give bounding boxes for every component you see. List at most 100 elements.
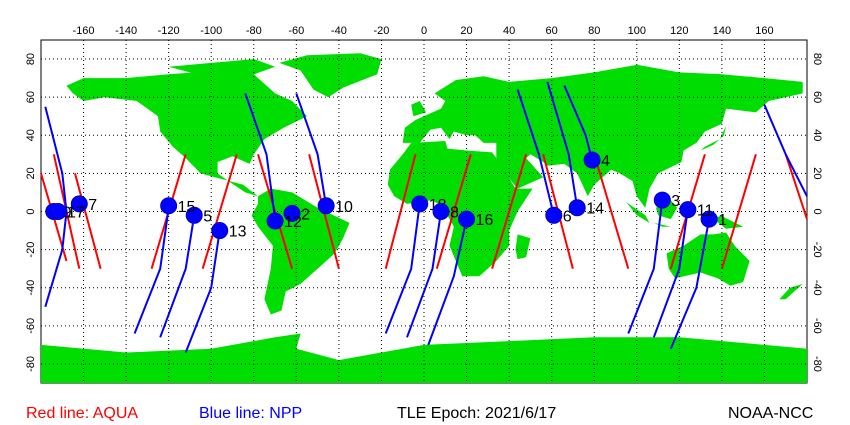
pass-marker bbox=[411, 195, 429, 213]
lat-tick-label-right: -40 bbox=[811, 280, 823, 296]
lon-tick-label-top: -120 bbox=[158, 25, 180, 37]
land-new-zealand bbox=[779, 283, 803, 300]
land-africa bbox=[387, 141, 533, 277]
pass-marker bbox=[568, 199, 586, 217]
pass-marker bbox=[185, 206, 203, 224]
lat-tick-label-left: 40 bbox=[25, 129, 37, 141]
pass-marker bbox=[653, 191, 671, 209]
land-uk bbox=[411, 101, 427, 117]
ground-track-aqua bbox=[201, 154, 238, 269]
lon-tick-label-top: 20 bbox=[460, 25, 472, 37]
pass-marker bbox=[432, 203, 450, 220]
ground-track-aqua bbox=[491, 154, 528, 269]
lon-tick-label-top: 60 bbox=[546, 25, 558, 37]
pass-marker bbox=[160, 197, 178, 215]
pass-label: 16 bbox=[476, 212, 494, 229]
pass-marker bbox=[49, 203, 67, 220]
ground-track-npp bbox=[516, 89, 555, 216]
ground-track-npp bbox=[669, 218, 711, 350]
ground-track-aqua bbox=[720, 154, 757, 269]
lon-tick-label-top: 0 bbox=[421, 25, 427, 37]
pass-marker bbox=[266, 212, 284, 230]
pass-label: 9 bbox=[63, 205, 72, 222]
ground-track-npp bbox=[133, 207, 170, 334]
pass-marker bbox=[283, 204, 301, 222]
lon-tick-label-top: 100 bbox=[628, 25, 646, 37]
lat-tick-label-left: 0 bbox=[25, 208, 37, 214]
lon-tick-label-top: -160 bbox=[73, 25, 95, 37]
ground-track-aqua bbox=[384, 154, 417, 269]
lon-tick-label-top: -20 bbox=[373, 25, 389, 37]
lat-tick-label-right: 80 bbox=[811, 53, 823, 65]
ground-track-npp bbox=[159, 215, 196, 338]
pass-marker bbox=[700, 210, 718, 228]
pass-label: 12 bbox=[284, 214, 302, 231]
lat-tick-label-right: 60 bbox=[811, 91, 823, 103]
tle-epoch: TLE Epoch: 2021/6/17 bbox=[397, 405, 556, 422]
lat-tick-label-right: 40 bbox=[811, 129, 823, 141]
land-canadian-arctic bbox=[168, 59, 276, 79]
pass-markers: 123456791011121314151617188 bbox=[45, 151, 727, 241]
pass-marker bbox=[545, 206, 563, 224]
lon-tick-label-top: 120 bbox=[670, 25, 688, 37]
lon-tick-label-top: 160 bbox=[755, 25, 773, 37]
lat-tick-label-right: 20 bbox=[811, 167, 823, 179]
lat-tick-label-left: 80 bbox=[25, 53, 37, 65]
pass-label: 13 bbox=[229, 224, 247, 241]
ground-track-npp bbox=[427, 218, 468, 346]
pass-label: 3 bbox=[671, 193, 680, 210]
ground-track-npp bbox=[384, 203, 421, 334]
axis-ticks: -160 -140 -120 -100 -80 -60 -40 -20 0 20 40 60 80 100… bbox=[25, 25, 823, 372]
ground-track-aqua bbox=[593, 154, 630, 269]
pass-marker bbox=[211, 222, 229, 240]
pass-label: 6 bbox=[563, 208, 572, 225]
lat-tick-label-left: 60 bbox=[25, 91, 37, 103]
pass-label: 7 bbox=[88, 197, 97, 214]
lat-tick-label-left: 20 bbox=[25, 167, 37, 179]
ground-track-npp bbox=[763, 104, 808, 197]
pass-label: 11 bbox=[697, 203, 714, 220]
pass-label: 8 bbox=[450, 205, 459, 222]
pass-marker bbox=[583, 151, 601, 169]
ground-track-aqua bbox=[435, 154, 472, 269]
ground-track-npp bbox=[184, 230, 221, 353]
lon-tick-label-top: 40 bbox=[503, 25, 515, 37]
lat-tick-label-right: -60 bbox=[811, 318, 823, 334]
lat-tick-label-left: -80 bbox=[25, 356, 37, 372]
ground-track-npp bbox=[295, 93, 328, 206]
lon-tick-label-top: -80 bbox=[246, 25, 262, 37]
pass-label: 1 bbox=[718, 212, 727, 229]
land-indonesia-1 bbox=[626, 202, 650, 223]
pass-label: 17 bbox=[67, 205, 85, 222]
ground-track-npp bbox=[627, 199, 664, 334]
credit-label: NOAA-NCC bbox=[728, 405, 813, 422]
lat-tick-label-left: -20 bbox=[25, 242, 37, 258]
lon-tick-label-top: -140 bbox=[115, 25, 137, 37]
pass-label: 4 bbox=[601, 153, 610, 170]
lat-tick-label-right: 0 bbox=[811, 208, 823, 214]
lat-tick-label-right: -80 bbox=[811, 356, 823, 372]
lat-tick-label-left: -40 bbox=[25, 280, 37, 296]
pass-label: 10 bbox=[335, 199, 353, 216]
land-indonesia-2 bbox=[653, 222, 671, 227]
ground-track-npp bbox=[406, 211, 442, 338]
ground-track-aqua bbox=[74, 173, 102, 269]
pass-label: 2 bbox=[301, 206, 310, 223]
land-madagascar bbox=[515, 234, 531, 260]
land-antarctica bbox=[41, 333, 807, 383]
lat-tick-label-left: -60 bbox=[25, 318, 37, 334]
ground-track-npp bbox=[652, 209, 689, 338]
pass-marker bbox=[317, 197, 335, 215]
legend-aqua: Red line: AQUA bbox=[26, 405, 138, 422]
lat-tick-label-right: -20 bbox=[811, 242, 823, 258]
pass-label: 5 bbox=[203, 208, 212, 225]
pass-label: 14 bbox=[586, 201, 604, 218]
land-greenland bbox=[279, 53, 382, 98]
ground-track-npp bbox=[244, 93, 277, 220]
pass-marker bbox=[679, 201, 697, 219]
ground-track-aqua bbox=[784, 153, 808, 220]
lon-tick-label-top: 140 bbox=[713, 25, 731, 37]
legend-npp: Blue line: NPP bbox=[199, 405, 302, 422]
ground-track-npp bbox=[546, 81, 579, 208]
